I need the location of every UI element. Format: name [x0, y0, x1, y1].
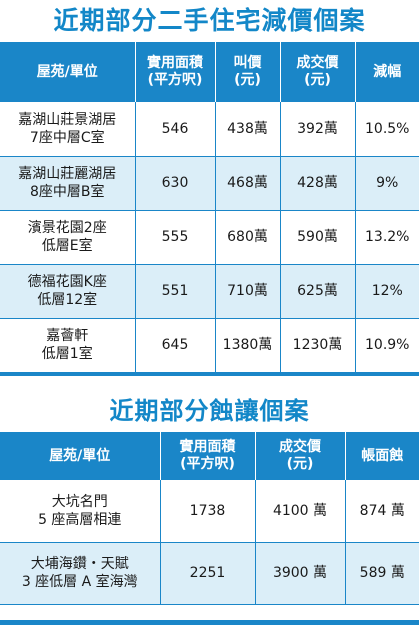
cell-deal-price: 625萬: [279, 264, 356, 319]
cell-area: 546: [134, 102, 216, 157]
table-row: 大坑名門 5 座高層相連 1738 4100 萬 874 萬: [0, 480, 419, 543]
cell-deal-price: 590萬: [279, 210, 356, 265]
table-row: 濱景花園2座 低層E室 555 680萬 590萬 13.2%: [0, 210, 419, 265]
table-row: 嘉湖山莊景湖居 7座中層C室 546 438萬 392萬 10.5%: [0, 102, 419, 157]
cell-area: 1738: [159, 480, 256, 543]
header-asking-price: 叫價 (元): [214, 42, 281, 102]
table-row: 大埔海鑽・天賦 3 座低層 A 室海灣 2251 3900 萬 589 萬: [0, 542, 419, 605]
header-area: 實用面積 (平方呎): [159, 432, 256, 480]
cell-area: 645: [134, 318, 216, 373]
table-bottom-bar: [0, 620, 419, 625]
cell-deal-price: 4100 萬: [254, 480, 346, 543]
header-cut: 減幅: [354, 42, 419, 102]
cell-deal-price: 1230萬: [279, 318, 356, 373]
table-row: 德福花園K座 低層12室 551 710萬 625萬 12%: [0, 264, 419, 319]
price-cut-table-header: 屋苑/單位 實用面積 (平方呎) 叫價 (元) 成交價 (元) 減幅: [0, 42, 419, 102]
cell-area: 2251: [159, 542, 256, 605]
table-divider: [0, 372, 419, 376]
cell-area: 551: [134, 264, 216, 319]
cell-estate: 嘉湖山莊景湖居 7座中層C室: [0, 102, 136, 157]
header-deal-price: 成交價 (元): [279, 42, 356, 102]
header-book-loss: 帳面蝕: [344, 432, 419, 480]
cell-cut: 10.9%: [354, 318, 419, 373]
cell-asking-price: 680萬: [214, 210, 281, 265]
table-row: 嘉薈軒 低層1室 645 1380萬 1230萬 10.9%: [0, 318, 419, 373]
cell-cut: 9%: [354, 156, 419, 211]
cell-asking-price: 1380萬: [214, 318, 281, 373]
cell-book-loss: 589 萬: [344, 542, 419, 605]
cell-estate: 大埔海鑽・天賦 3 座低層 A 室海灣: [0, 542, 161, 605]
cell-asking-price: 710萬: [214, 264, 281, 319]
price-cut-table: 屋苑/單位 實用面積 (平方呎) 叫價 (元) 成交價 (元) 減幅 嘉湖山莊景湖居 7…: [0, 42, 419, 373]
cell-area: 630: [134, 156, 216, 211]
cell-asking-price: 438萬: [214, 102, 281, 157]
cell-estate: 大坑名門 5 座高層相連: [0, 480, 161, 543]
cell-estate: 嘉薈軒 低層1室: [0, 318, 136, 373]
price-cut-table-title: 近期部分二手住宅減價個案: [53, 6, 366, 35]
cell-cut: 13.2%: [354, 210, 419, 265]
cell-book-loss: 874 萬: [344, 480, 419, 543]
cell-area: 555: [134, 210, 216, 265]
header-deal-price: 成交價 (元): [254, 432, 346, 480]
loss-sale-table-title: 近期部分蝕讓個案: [109, 397, 310, 425]
cell-deal-price: 428萬: [279, 156, 356, 211]
loss-sale-table: 屋苑/單位 實用面積 (平方呎) 成交價 (元) 帳面蝕 大坑名門 5 座高層相連 1…: [0, 432, 419, 605]
cell-cut: 12%: [354, 264, 419, 319]
loss-sale-table-header: 屋苑/單位 實用面積 (平方呎) 成交價 (元) 帳面蝕: [0, 432, 419, 480]
header-estate: 屋苑/單位: [0, 42, 136, 102]
cell-estate: 濱景花園2座 低層E室: [0, 210, 136, 265]
cell-cut: 10.5%: [354, 102, 419, 157]
table-row: 嘉湖山莊麗湖居 8座中層B室 630 468萬 428萬 9%: [0, 156, 419, 211]
cell-deal-price: 392萬: [279, 102, 356, 157]
cell-estate: 德福花園K座 低層12室: [0, 264, 136, 319]
cell-estate: 嘉湖山莊麗湖居 8座中層B室: [0, 156, 136, 211]
header-estate: 屋苑/單位: [0, 432, 161, 480]
cell-asking-price: 468萬: [214, 156, 281, 211]
header-area: 實用面積 (平方呎): [134, 42, 216, 102]
cell-deal-price: 3900 萬: [254, 542, 346, 605]
